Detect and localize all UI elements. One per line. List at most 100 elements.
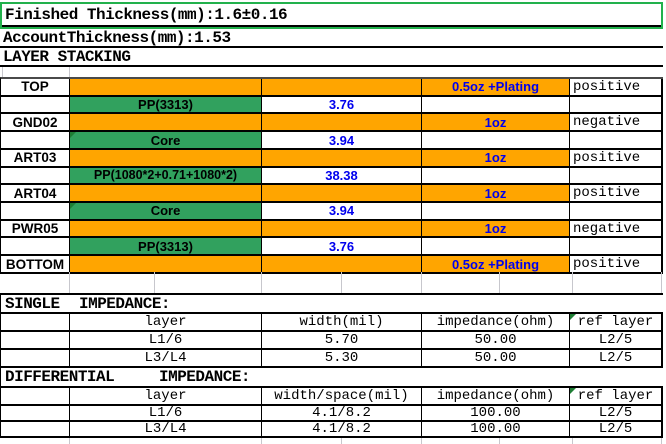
layer-cell: L3/L4 bbox=[70, 422, 262, 436]
copper-bar-cell bbox=[70, 79, 262, 95]
empty-cell bbox=[570, 238, 663, 255]
col-header-width: width(mil) bbox=[262, 314, 422, 330]
copper-bar-cell bbox=[262, 220, 422, 237]
copper-bar-cell bbox=[70, 220, 262, 237]
empty-cell bbox=[1, 350, 70, 366]
account-thickness-row: AccountThickness(mm):1.53 bbox=[0, 29, 663, 48]
col-header-impedance: impedance(ohm) bbox=[422, 314, 570, 330]
stack-row-pp1: PP(3313) 3.76 bbox=[1, 96, 663, 115]
col-header-ref-layer: ref layer bbox=[570, 314, 663, 330]
finished-thickness-text: Finished Thickness(mm):1.6±0.16 bbox=[5, 5, 288, 24]
col-header-ref-layer: ref layer bbox=[570, 388, 663, 404]
copper-weight-cell: 1oz bbox=[422, 220, 570, 237]
thickness-cell: 3.94 bbox=[262, 203, 422, 219]
layer-name-cell: ART03 bbox=[1, 149, 70, 166]
empty-cell bbox=[1, 422, 70, 436]
copper-bar-cell bbox=[262, 79, 422, 95]
thickness-cell: 38.38 bbox=[262, 167, 422, 184]
layer-name-cell bbox=[1, 132, 70, 148]
layer-cell: L1/6 bbox=[70, 332, 262, 348]
stack-row-bottom: BOTTOM 0.5oz +Plating positive bbox=[1, 256, 663, 274]
thickness-cell: 3.76 bbox=[262, 96, 422, 113]
empty-cell bbox=[422, 238, 570, 255]
stack-row-pp2: PP(1080*2+0.71+1080*2) 38.38 bbox=[1, 167, 663, 186]
width-cell: 5.30 bbox=[262, 350, 422, 366]
copper-weight-cell: 1oz bbox=[422, 149, 570, 166]
ref-layer-cell: L2/5 bbox=[570, 332, 663, 348]
differential-impedance-table: DIFFERENTIAL IMPEDANCE: layer width/spac… bbox=[0, 368, 663, 438]
ref-layer-cell: L2/5 bbox=[570, 422, 663, 436]
stack-row-core2: Core 3.94 bbox=[1, 203, 663, 221]
impedance-cell: 50.00 bbox=[422, 350, 570, 366]
single-impedance-title-2: IMPEDANCE: bbox=[79, 294, 171, 313]
material-cell: Core bbox=[70, 203, 262, 219]
material-cell: PP(1080*2+0.71+1080*2) bbox=[70, 167, 262, 184]
account-thickness-text: AccountThickness(mm):1.53 bbox=[3, 28, 231, 47]
layer-name-cell: GND02 bbox=[1, 114, 70, 131]
bottom-gridline-strip bbox=[0, 438, 663, 444]
empty-cell bbox=[1, 388, 70, 404]
table-row: L3/L4 5.30 50.00 L2/5 bbox=[1, 350, 663, 368]
comment-triangle-icon bbox=[70, 132, 76, 139]
thickness-cell: 3.94 bbox=[262, 132, 422, 148]
empty-cell bbox=[1, 406, 70, 420]
differential-impedance-header-row: layer width/space(mil) impedance(ohm) re… bbox=[1, 388, 663, 406]
empty-cell bbox=[570, 96, 663, 113]
empty-cell bbox=[422, 132, 570, 148]
copper-bar-cell bbox=[262, 149, 422, 166]
copper-weight-cell: 0.5oz +Plating bbox=[422, 79, 570, 95]
material-cell: Core bbox=[70, 132, 262, 148]
copper-bar-cell bbox=[262, 114, 422, 131]
copper-weight-cell: 1oz bbox=[422, 185, 570, 202]
polarity-cell: positive bbox=[570, 149, 663, 166]
impedance-cell: 100.00 bbox=[422, 422, 570, 436]
single-impedance-title-row: SINGLE IMPEDANCE: bbox=[1, 293, 663, 314]
layer-name-cell bbox=[1, 96, 70, 113]
polarity-cell: positive bbox=[570, 185, 663, 202]
stack-row-pp3: PP(3313) 3.76 bbox=[1, 238, 663, 257]
polarity-cell: positive bbox=[570, 79, 663, 95]
layer-name-cell bbox=[1, 203, 70, 219]
col-header-impedance: impedance(ohm) bbox=[422, 388, 570, 404]
empty-cell bbox=[570, 203, 663, 219]
col-header-width-space: width/space(mil) bbox=[262, 388, 422, 404]
differential-impedance-title: DIFFERENTIAL bbox=[5, 368, 115, 386]
ref-layer-cell: L2/5 bbox=[570, 406, 663, 420]
comment-triangle-icon bbox=[570, 314, 576, 320]
width-space-cell: 4.1/8.2 bbox=[262, 406, 422, 420]
blank-gridline-strip bbox=[0, 272, 663, 293]
layer-stacking-table: TOP 0.5oz +Plating positive PP(3313) 3.7… bbox=[0, 77, 663, 274]
copper-bar-cell bbox=[262, 256, 422, 272]
stack-row-gnd02: GND02 1oz negative bbox=[1, 114, 663, 133]
differential-impedance-title-2: IMPEDANCE: bbox=[159, 368, 251, 386]
copper-bar-cell bbox=[262, 185, 422, 202]
empty-cell bbox=[422, 96, 570, 113]
width-cell: 5.70 bbox=[262, 332, 422, 348]
layer-name-cell: TOP bbox=[1, 79, 70, 95]
copper-weight-cell: 0.5oz +Plating bbox=[422, 256, 570, 272]
table-row: L1/6 5.70 50.00 L2/5 bbox=[1, 332, 663, 350]
layer-cell: L3/L4 bbox=[70, 350, 262, 366]
stack-row-top: TOP 0.5oz +Plating positive bbox=[1, 79, 663, 97]
material-cell: PP(3313) bbox=[70, 238, 262, 255]
single-impedance-table: SINGLE IMPEDANCE: layer width(mil) imped… bbox=[0, 293, 663, 368]
copper-bar-cell bbox=[70, 185, 262, 202]
layer-name-cell bbox=[1, 167, 70, 184]
polarity-cell: positive bbox=[570, 256, 663, 272]
comment-triangle-icon bbox=[570, 388, 576, 394]
layer-name-cell: BOTTOM bbox=[1, 256, 70, 272]
col-header-layer: layer bbox=[70, 314, 262, 330]
differential-impedance-title-row: DIFFERENTIAL IMPEDANCE: bbox=[1, 368, 663, 388]
finished-thickness-box: Finished Thickness(mm):1.6±0.16 bbox=[0, 2, 663, 29]
empty-cell bbox=[1, 332, 70, 348]
table-row: L1/6 4.1/8.2 100.00 L2/5 bbox=[1, 406, 663, 422]
polarity-cell: negative bbox=[570, 114, 663, 131]
empty-cell bbox=[570, 167, 663, 184]
col-header-layer: layer bbox=[70, 388, 262, 404]
empty-cell bbox=[570, 132, 663, 148]
table-row: L3/L4 4.1/8.2 100.00 L2/5 bbox=[1, 422, 663, 438]
layer-name-cell bbox=[1, 238, 70, 255]
single-impedance-header-row: layer width(mil) impedance(ohm) ref laye… bbox=[1, 314, 663, 332]
blank-strip-top bbox=[0, 67, 663, 77]
stack-row-art04: ART04 1oz positive bbox=[1, 185, 663, 204]
